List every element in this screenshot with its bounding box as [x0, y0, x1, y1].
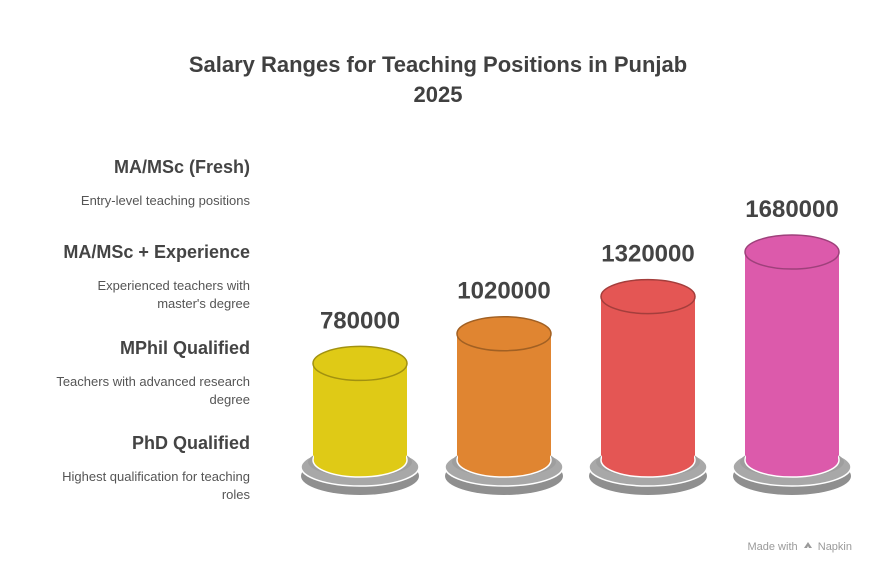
bar-body-fill — [314, 442, 406, 460]
value-label: 1320000 — [601, 241, 694, 268]
napkin-logo-icon — [803, 540, 813, 553]
napkin-brand: Napkin — [817, 541, 852, 553]
chart-title-year: 2025 — [413, 82, 463, 107]
legend-heading: PhD Qualified — [131, 433, 250, 453]
legend-item-ma-msc-fresh: MA/MSc (Fresh) Entry-level teaching posi… — [0, 156, 250, 210]
legend-description-line1: Teachers with advanced research — [56, 374, 250, 389]
bar — [601, 296, 695, 460]
legend-item-ma-msc-experience: MA/MSc + Experience Experienced teachers… — [0, 241, 250, 313]
bar-top — [456, 315, 552, 352]
footer-credit: Made with Napkin — [747, 540, 852, 553]
bar — [745, 252, 839, 460]
legend-description-line2: master's degree — [157, 296, 250, 311]
made-with-label: Made with — [747, 541, 798, 553]
bar-body-fill — [602, 442, 694, 460]
legend-description: Entry-level teaching positions — [80, 193, 250, 208]
legend-heading: MA/MSc + Experience — [63, 242, 250, 262]
bar-body-fill — [746, 442, 838, 460]
legend-description-line1: Highest qualification for teaching — [62, 469, 250, 484]
legend-item-phd: PhD Qualified Highest qualification for … — [0, 432, 250, 504]
bar — [457, 333, 551, 460]
legend-description-line1: Experienced teachers with — [97, 278, 250, 293]
bar-body-fill — [458, 442, 550, 460]
value-label: 1680000 — [745, 196, 838, 223]
legend-heading: MA/MSc (Fresh) — [113, 157, 250, 177]
bar-top — [600, 278, 696, 315]
bar-top — [744, 234, 840, 270]
legend-description-line2: degree — [209, 392, 250, 407]
legend-heading: MPhil Qualified — [119, 338, 250, 358]
legend-description-line2: roles — [221, 487, 250, 502]
chart-title: Salary Ranges for Teaching Positions in … — [188, 52, 688, 77]
value-label: 1020000 — [457, 278, 550, 305]
value-label: 780000 — [320, 307, 400, 334]
legend-item-mphil: MPhil Qualified Teachers with advanced r… — [0, 337, 250, 409]
bar-top — [312, 345, 408, 382]
